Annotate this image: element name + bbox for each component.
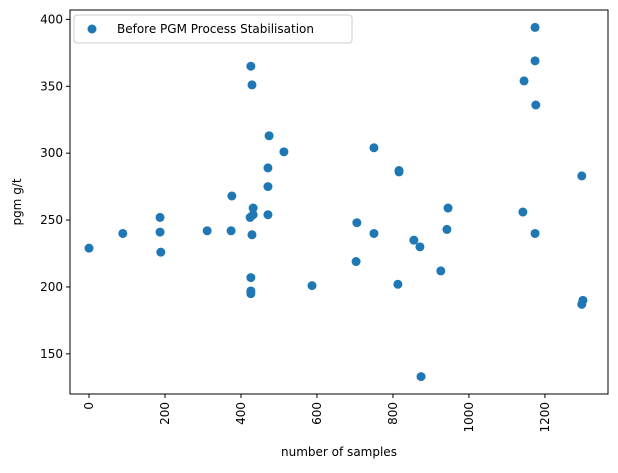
data-point	[246, 273, 256, 283]
x-tick-label: 0	[82, 402, 96, 410]
y-tick-label: 200	[40, 280, 63, 294]
data-point	[409, 235, 419, 245]
data-point	[247, 230, 257, 240]
y-axis-ticks: 150 200 250 300 350 400	[40, 12, 70, 361]
data-point	[263, 210, 273, 220]
data-point	[279, 147, 289, 157]
data-point	[415, 242, 425, 252]
data-point	[202, 226, 212, 236]
data-points	[84, 22, 588, 382]
data-point	[393, 279, 403, 289]
data-point	[519, 76, 529, 86]
y-tick-label: 250	[40, 213, 63, 227]
data-point	[118, 228, 128, 238]
data-point	[264, 131, 274, 141]
legend-marker	[87, 24, 97, 34]
data-point	[352, 218, 362, 228]
x-tick-label: 400	[234, 402, 248, 425]
data-point	[436, 266, 446, 276]
data-point	[531, 100, 541, 110]
data-point	[530, 22, 540, 32]
data-point	[246, 289, 256, 299]
legend: Before PGM Process Stabilisation	[73, 14, 353, 44]
data-point	[155, 227, 165, 237]
x-tick-label: 200	[158, 402, 172, 425]
data-point	[530, 56, 540, 66]
data-point	[394, 167, 404, 177]
plot-frame	[69, 9, 609, 395]
data-point	[155, 212, 165, 222]
data-point	[351, 257, 361, 267]
data-point	[530, 228, 540, 238]
data-point	[369, 143, 379, 153]
data-point	[247, 80, 257, 90]
y-axis-label: pgm g/t	[10, 178, 24, 225]
data-point	[416, 372, 426, 382]
y-tick-label: 150	[40, 347, 63, 361]
data-point	[577, 171, 587, 181]
data-point	[443, 203, 453, 213]
data-point	[248, 203, 258, 213]
x-tick-label: 1000	[462, 402, 476, 433]
x-axis-label: number of samples	[281, 445, 397, 459]
data-point	[227, 191, 237, 201]
y-tick-label: 400	[40, 12, 63, 26]
legend-label: Before PGM Process Stabilisation	[117, 22, 314, 36]
data-point	[246, 61, 256, 71]
data-point	[369, 228, 379, 238]
data-point	[442, 224, 452, 234]
data-point	[263, 182, 273, 192]
data-point	[307, 281, 317, 291]
data-point	[245, 212, 255, 222]
data-point	[226, 226, 236, 236]
data-point	[263, 163, 273, 173]
legend-box	[73, 14, 353, 44]
data-point	[84, 243, 94, 253]
x-tick-label: 600	[310, 402, 324, 425]
y-tick-label: 300	[40, 146, 63, 160]
data-point	[577, 299, 587, 309]
x-tick-label: 800	[386, 402, 400, 425]
data-point	[518, 207, 528, 217]
y-tick-label: 350	[40, 79, 63, 93]
data-point	[156, 247, 166, 257]
x-tick-label: 1200	[538, 402, 552, 433]
x-axis-ticks: 0 200 400 600 800 1000 1200	[82, 394, 552, 433]
